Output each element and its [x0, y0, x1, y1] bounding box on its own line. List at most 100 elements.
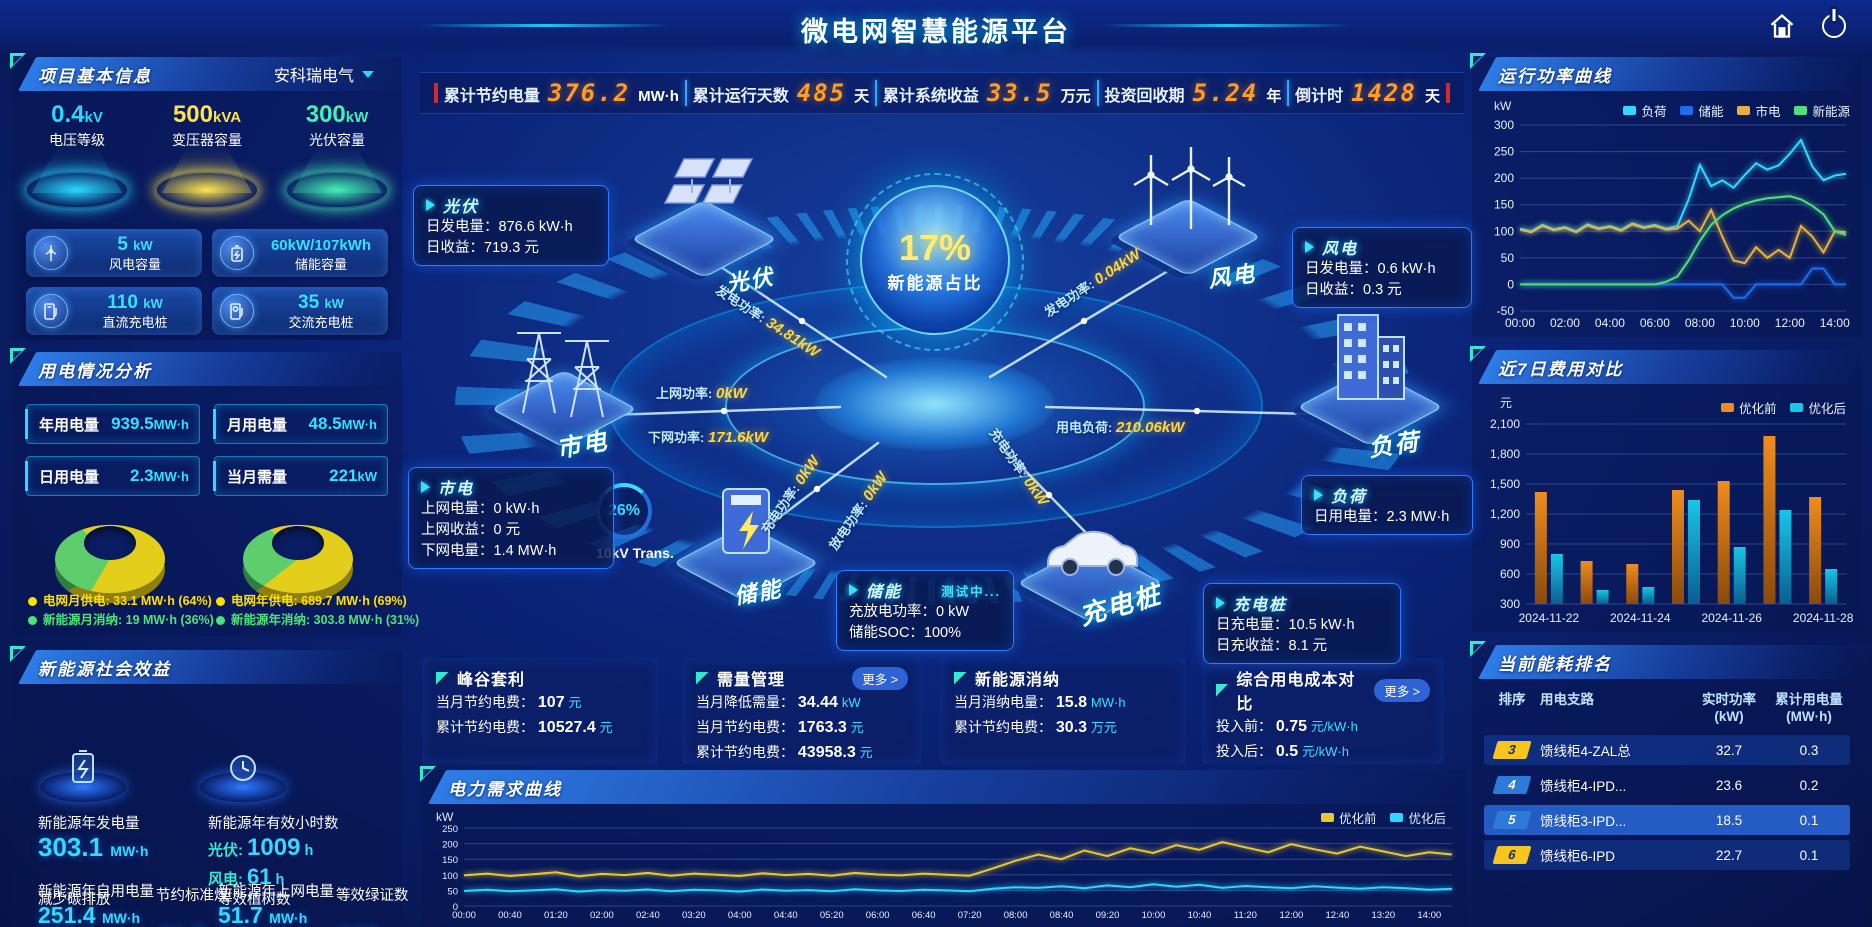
capacity-card: 5 kW 风电容量 [26, 229, 202, 277]
capacity-card-label: 交流充电桩 [288, 315, 354, 330]
stat-separator [875, 80, 878, 106]
info-box-row: 日发电量：0.6 kW·h [1305, 261, 1436, 277]
pedestal-value: 300kW [305, 101, 369, 128]
donut-legend-column: 电网月供电: 33.1 MW·h (64%) 新能源月消纳: 19 MW·h (3… [28, 592, 214, 630]
power-stat-box: 年用电量 939.5MW·h [25, 404, 200, 444]
svg-text:12:00: 12:00 [1775, 316, 1805, 330]
power-icon[interactable] [1822, 14, 1846, 38]
svg-text:07:20: 07:20 [958, 910, 982, 921]
run-power-title: 运行功率曲线 [1498, 66, 1612, 86]
capacity-card: 60kW/107kWh 储能容量 [212, 229, 388, 277]
more-button[interactable]: 更多 > [1374, 678, 1430, 702]
svg-text:13:20: 13:20 [1371, 910, 1395, 921]
info-box-row: 日充收益：8.1 元 [1216, 638, 1328, 654]
pv-node-icon [663, 158, 754, 204]
ev-node-icon [1047, 530, 1138, 576]
header-deco-left [420, 24, 670, 27]
benefit-panel-title: 峰谷套利 [457, 672, 526, 689]
svg-text:00:00: 00:00 [1505, 316, 1535, 330]
benefit-panel-4: 综合用电成本对比 更多 > 投入前： 0.75 元/kW·h 投入后： 0.5 元/k… [1202, 658, 1444, 764]
benefit-panel-3: 新能源消纳 当月消纳电量： 15.8 MW·h 累计节约电费： 30.3 万元 [940, 658, 1186, 764]
legend-item-新能源[interactable]: 新能源 [1794, 101, 1850, 120]
capacity-card-label: 直流充电桩 [102, 315, 168, 330]
top-stat-item: 投资回收期 5.24 年 [1105, 79, 1282, 107]
ranking-energy-cell: 0.2 [1799, 777, 1819, 793]
arrow-right-icon [1314, 489, 1323, 501]
arrow-right-icon [1305, 241, 1314, 253]
cost-compare-y-unit: 元 [1500, 396, 1513, 410]
svg-text:0: 0 [1507, 277, 1514, 291]
flow-label: 用电负荷: 210.06kW [1056, 419, 1185, 436]
donut-legend-item[interactable]: 新能源月消纳: 19 MW·h (36%) [28, 611, 214, 630]
legend-label: 负荷 [1641, 105, 1667, 119]
svg-text:06:00: 06:00 [866, 910, 890, 921]
stat-separator [684, 80, 687, 106]
benefit-panel-title: 综合用电成本对比 [1236, 672, 1356, 713]
power-stats: 年用电量 939.5MW·h 月用电量 48.5MW·h 日用电量 2.3MW·h 当月需量… [25, 404, 388, 496]
pedestal-value: 0.4kV [51, 101, 103, 128]
info-box-title-text: 市电 [438, 481, 475, 498]
donut-legend-item[interactable]: 电网月供电: 33.1 MW·h (64%) [28, 592, 214, 611]
table-row[interactable]: 5 馈线柜3-IPD... 18.5 0.1 [1484, 805, 1850, 835]
ranking-energy-cell: 0.1 [1799, 847, 1819, 863]
info-box-pv: 光伏 日发电量：876.6 kW·h 日收益：719.3 元 [413, 185, 609, 266]
legend-item-优化后[interactable]: 优化后 [1790, 398, 1846, 417]
transformer-label: 10kV Trans. [596, 545, 674, 561]
legend-swatch [1623, 106, 1637, 115]
stat-separator [1287, 80, 1290, 106]
svg-text:2024-11-28: 2024-11-28 [1793, 611, 1854, 625]
info-box-row: 上网收益：0 元 [421, 522, 521, 538]
info-box-row: 日充电量：10.5 kW·h [1216, 617, 1355, 633]
more-button[interactable]: 更多 > [852, 666, 908, 690]
svg-text:300: 300 [1494, 118, 1514, 132]
legend-label: 优化后 [1408, 812, 1446, 826]
rank-badge: 4 [1492, 776, 1532, 794]
donut-legend-item[interactable]: 电网年供电: 689.7 MW·h (69%) [216, 592, 419, 611]
top-stat-label: 投资回收期 [1104, 88, 1185, 105]
table-row[interactable]: 4 馈线柜4-IPD... 23.6 0.2 [1484, 770, 1850, 800]
top-stat-item: 累计运行天数 485 天 [693, 79, 869, 107]
svg-text:04:00: 04:00 [728, 910, 752, 921]
info-box-grid: 市电 上网电量：0 kW·h 上网收益：0 元下网电量：1.4 MW·h [408, 467, 614, 569]
social-label: 节约标准煤 [156, 888, 229, 904]
ranking-power-cell: 22.7 [1715, 847, 1743, 863]
capacity-card: 110 kW 直流充电桩 [26, 287, 202, 335]
social-value: 91.7 t [160, 922, 216, 927]
legend-label: 优化前 [1738, 402, 1777, 416]
legend-item-优化前[interactable]: 优化前 [1720, 398, 1777, 417]
chevron-down-icon [362, 70, 374, 78]
panel-corner-icon [1470, 641, 1486, 657]
legend-item-市电[interactable]: 市电 [1737, 101, 1780, 120]
info-box-title: 风电 [1305, 235, 1459, 259]
table-row[interactable]: 6 馈线柜6-IPD 22.7 0.1 [1484, 840, 1850, 870]
stat-separator [1096, 80, 1099, 106]
benefit-panel-row: 当月降低需量： 34.44 kW [696, 694, 861, 711]
capacity-card-value: 60kW/107kWh [270, 236, 372, 254]
node-pv: 光伏 [630, 135, 780, 297]
capacity-pedestal: 500kVA 变压器容量 [152, 101, 262, 211]
legend-label: 优化后 [1808, 402, 1846, 416]
node-label-storage: 储能 [732, 575, 785, 609]
svg-text:09:20: 09:20 [1096, 910, 1120, 921]
svg-text:14:00: 14:00 [1417, 910, 1441, 921]
company-select[interactable]: 安科瑞电气 [274, 62, 374, 86]
table-row[interactable]: 3 馈线柜4-ZAL总 32.7 0.3 [1484, 735, 1850, 765]
legend-item-优化后[interactable]: 优化后 [1390, 808, 1446, 827]
legend-item-负荷[interactable]: 负荷 [1623, 101, 1666, 120]
donut-legend-item[interactable]: 新能源年消纳: 303.8 MW·h (31%) [216, 611, 419, 630]
ranking-energy-cell: 0.3 [1799, 742, 1819, 758]
svg-text:300: 300 [1500, 597, 1520, 611]
home-icon[interactable] [1768, 12, 1796, 40]
legend-item-优化前[interactable]: 优化前 [1320, 808, 1376, 827]
company-name: 安科瑞电气 [273, 68, 354, 85]
svg-text:12:40: 12:40 [1325, 910, 1349, 921]
panel-corner-icon [420, 766, 436, 782]
top-stat-value: 376.2 [547, 79, 631, 107]
svg-text:06:40: 06:40 [912, 910, 936, 921]
legend-item-储能[interactable]: 储能 [1680, 101, 1723, 120]
battery-icon [220, 236, 254, 270]
ranking-rank-cell: 6 [1484, 846, 1540, 864]
ranking-branch-cell: 馈线柜4-IPD... [1540, 779, 1627, 794]
capacity-card-body: 5 kW 风电容量 [76, 234, 194, 272]
legend-dot [216, 597, 225, 606]
